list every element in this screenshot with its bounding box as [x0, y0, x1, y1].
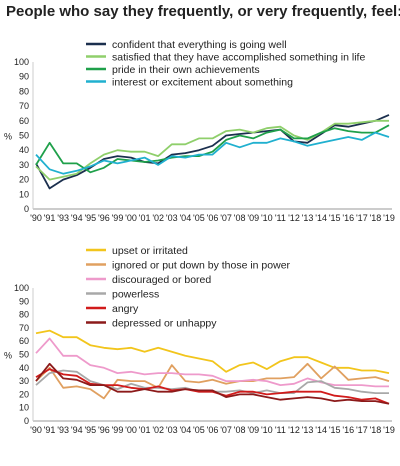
top-y-tick-label: 40: [19, 145, 29, 155]
top-y-tick-label: 60: [19, 116, 29, 126]
bottom-x-tick-label: '03: [166, 425, 178, 435]
top-y-tick-label: 80: [19, 86, 29, 96]
top-x-tick-label: '01: [139, 213, 151, 223]
bottom-y-tick-label: 60: [19, 336, 29, 346]
bottom-x-tick-label: '95: [84, 425, 96, 435]
top-y-tick-label: 90: [19, 72, 29, 82]
top-x-tick-label: '06: [207, 213, 219, 223]
bottom-y-tick-label: 50: [19, 350, 29, 360]
bottom-x-tick-label: '07: [220, 425, 232, 435]
bottom-series-line-2: [35, 362, 390, 400]
bottom-x-tick-label: '08: [234, 425, 246, 435]
top-x-tick-label: '19: [383, 213, 395, 223]
bottom-y-tick-label: 0: [24, 416, 29, 426]
top-legend-label-3: pride in their own achievements: [112, 64, 260, 76]
top-x-tick-label: '16: [342, 213, 354, 223]
bottom-y-tick-label: 70: [19, 323, 29, 333]
bottom-x-tick-label: '91: [44, 425, 56, 435]
top-x-tick-label: '04: [179, 213, 191, 223]
bottom-legend-label-2: ignored or put down by those in power: [112, 260, 291, 272]
top-x-tick-label: '12: [288, 213, 300, 223]
bottom-x-tick-label: '06: [207, 425, 219, 435]
bottom-x-tick-label: '05: [193, 425, 205, 435]
top-x-tick-label: '91: [44, 213, 56, 223]
top-x-tick-label: '10: [261, 213, 273, 223]
chart-title: People who say they frequently, or very …: [6, 3, 400, 20]
bottom-x-tick-label: '18: [370, 425, 382, 435]
bottom-x-tick-label: '19: [383, 425, 395, 435]
chart-bottom: 0102030405060708090100%'90'91'93'94'95'9…: [4, 245, 395, 435]
bottom-x-tick-label: '94: [71, 425, 83, 435]
top-series-line-4: [35, 131, 390, 175]
top-legend-label-4: interest or excitement about something: [112, 77, 293, 89]
top-series-line-2: [35, 119, 389, 181]
top-x-tick-label: '03: [166, 213, 178, 223]
bottom-x-tick-label: '90: [30, 425, 42, 435]
bottom-x-tick-label: '13: [302, 425, 314, 435]
bottom-x-tick-label: '00: [125, 425, 137, 435]
bottom-x-tick-label: '17: [356, 425, 368, 435]
top-y-tick-label: 30: [19, 160, 29, 170]
top-x-tick-label: '18: [370, 213, 382, 223]
bottom-series-line-5: [35, 368, 390, 405]
top-x-tick-label: '93: [57, 213, 69, 223]
top-x-tick-label: '02: [152, 213, 164, 223]
bottom-legend-label-3: discouraged or bored: [112, 274, 211, 286]
top-x-tick-label: '95: [84, 213, 96, 223]
bottom-x-tick-label: '14: [315, 425, 327, 435]
bottom-x-tick-label: '01: [139, 425, 151, 435]
bottom-y-tick-label: 20: [19, 389, 29, 399]
top-y-tick-label: 50: [19, 131, 29, 141]
bottom-x-tick-label: '99: [112, 425, 124, 435]
top-x-tick-label: '05: [193, 213, 205, 223]
top-x-tick-label: '96: [98, 213, 110, 223]
top-y-tick-label: 70: [19, 101, 29, 111]
bottom-x-tick-label: '11: [275, 425, 286, 435]
top-series-line-3: [35, 124, 390, 174]
top-x-tick-label: '94: [71, 213, 83, 223]
bottom-x-tick-label: '09: [247, 425, 259, 435]
bottom-x-tick-label: '04: [179, 425, 191, 435]
bottom-y-tick-label: 10: [19, 403, 29, 413]
bottom-legend-label-6: depressed or unhappy: [112, 318, 217, 330]
top-x-tick-label: '15: [329, 213, 341, 223]
bottom-series-line-6: [35, 362, 390, 405]
top-x-tick-label: '99: [112, 213, 124, 223]
chart-top: 0102030405060708090100%'90'91'93'94'95'9…: [4, 39, 395, 223]
bottom-series-line-3: [35, 337, 389, 388]
top-y-axis-label: %: [4, 132, 12, 142]
top-x-tick-label: '11: [275, 213, 286, 223]
top-y-tick-label: 20: [19, 175, 29, 185]
bottom-series-line-1: [35, 329, 390, 374]
top-y-tick-label: 100: [14, 57, 29, 67]
bottom-x-tick-label: '96: [98, 425, 110, 435]
bottom-y-tick-label: 100: [14, 283, 29, 293]
bottom-y-tick-label: 90: [19, 296, 29, 306]
top-x-tick-label: '00: [125, 213, 137, 223]
bottom-x-tick-label: '12: [288, 425, 300, 435]
top-y-tick-label: 0: [24, 204, 29, 214]
top-x-tick-label: '09: [247, 213, 259, 223]
bottom-y-tick-label: 80: [19, 310, 29, 320]
top-y-tick-label: 10: [19, 189, 29, 199]
bottom-legend-label-1: upset or irritated: [112, 245, 188, 257]
bottom-x-tick-label: '16: [342, 425, 354, 435]
bottom-x-tick-label: '10: [261, 425, 273, 435]
top-x-tick-label: '07: [220, 213, 232, 223]
top-x-tick-label: '08: [234, 213, 246, 223]
bottom-y-tick-label: 40: [19, 363, 29, 373]
top-x-tick-label: '17: [356, 213, 368, 223]
bottom-x-tick-label: '93: [57, 425, 69, 435]
top-x-tick-label: '14: [315, 213, 327, 223]
bottom-legend-label-5: angry: [112, 303, 139, 315]
top-x-tick-label: '90: [30, 213, 42, 223]
bottom-legend-label-4: powerless: [112, 289, 159, 301]
bottom-y-axis-label: %: [4, 351, 12, 361]
bottom-x-tick-label: '15: [329, 425, 341, 435]
top-legend-label-1: confident that everything is going well: [112, 39, 287, 51]
bottom-x-tick-label: '02: [152, 425, 164, 435]
top-legend-label-2: satisfied that they have accomplished so…: [112, 52, 365, 64]
top-x-tick-label: '13: [302, 213, 314, 223]
bottom-y-tick-label: 30: [19, 376, 29, 386]
